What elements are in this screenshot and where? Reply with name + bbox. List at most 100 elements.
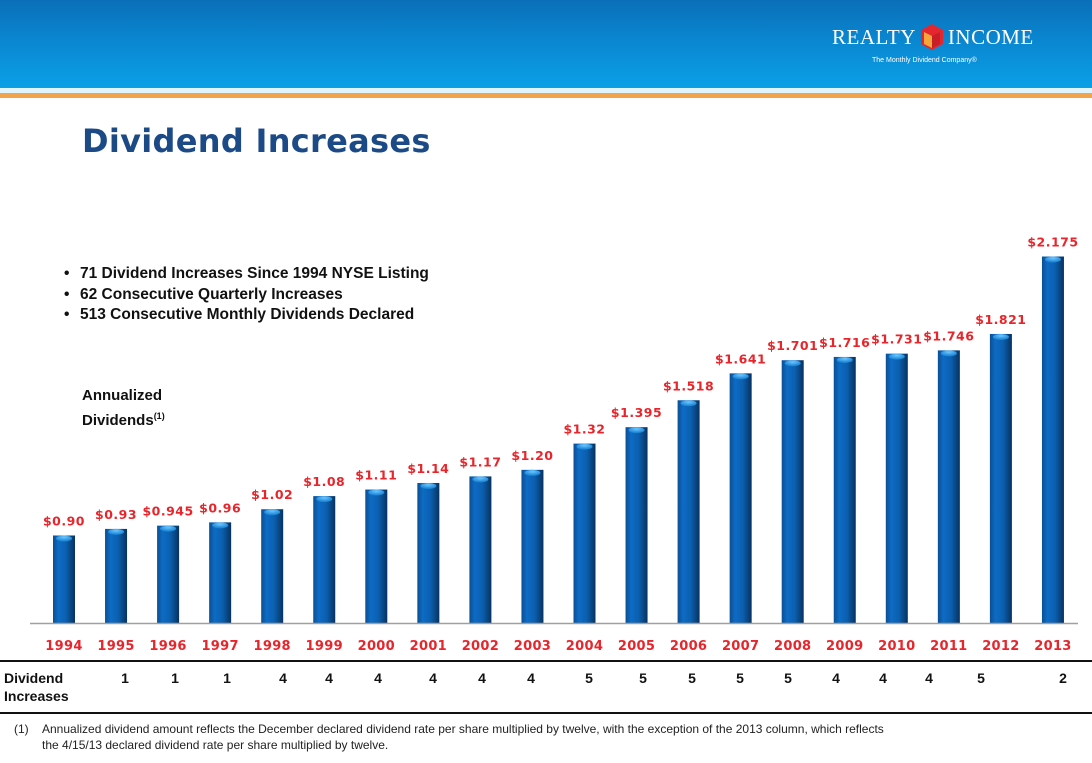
value-label: $1.395 (611, 405, 662, 420)
bar-body (885, 353, 908, 623)
dividend-increases-cell-2009: 4 (832, 670, 840, 686)
bar-highlight (264, 509, 281, 516)
dividend-increases-cell-1995: 1 (121, 670, 129, 686)
bar-body (833, 356, 856, 623)
bar-highlight (420, 482, 437, 489)
dividend-increases-cell-2010: 4 (879, 670, 887, 686)
dividend-increases-cell-2013: 2 (1059, 670, 1067, 686)
header-band (0, 0, 1092, 88)
x-tick-label: 2000 (358, 639, 395, 654)
value-label: $1.11 (355, 468, 397, 483)
bar-highlight (940, 350, 957, 357)
bar-1998 (261, 509, 284, 623)
company-logo: REALTY INCOME (832, 22, 1034, 52)
bar-2012 (989, 333, 1012, 623)
bar-2006 (677, 400, 700, 623)
bar-highlight (992, 333, 1009, 340)
bar-2000 (365, 489, 388, 623)
y-axis-label-line2: Dividends (82, 412, 154, 429)
value-label: $0.93 (95, 507, 137, 522)
value-label: $0.90 (43, 513, 85, 528)
bar-body (417, 482, 440, 623)
bar-highlight (1044, 256, 1061, 263)
dividend-increases-cell-2008: 5 (784, 670, 792, 686)
dividend-increases-cell-2001: 4 (429, 670, 437, 686)
bar-body (1041, 256, 1064, 623)
dividend-increases-row-header: Dividend Increases (4, 669, 69, 705)
dividend-increases-cell-1998: 4 (279, 670, 287, 686)
bar-body (469, 476, 492, 623)
dividend-increases-cell-2012: 5 (977, 670, 985, 686)
header-divider (0, 88, 1092, 93)
x-tick-label: 2005 (618, 639, 655, 654)
bar-body (209, 522, 232, 623)
footnote-line2: the 4/15/13 declared dividend rate per s… (42, 738, 389, 752)
dividend-increases-cell-2006: 5 (688, 670, 696, 686)
bar-2013 (1041, 256, 1064, 623)
dividend-increases-cell-2000: 4 (374, 670, 382, 686)
bar-2011 (937, 350, 960, 623)
x-tick-label: 2010 (878, 639, 915, 654)
bar-body (989, 333, 1012, 623)
bar-highlight (576, 443, 593, 450)
x-tick-label: 1998 (254, 639, 291, 654)
x-tick-label: 2012 (982, 639, 1019, 654)
bar-2009 (833, 356, 856, 623)
value-label: $1.701 (767, 338, 818, 353)
dividend-increases-cell-2003: 4 (527, 670, 535, 686)
bar-2003 (521, 469, 544, 623)
bar-body (573, 443, 596, 623)
x-tick-label: 2008 (774, 639, 811, 654)
bar-body (781, 360, 804, 623)
dividend-increases-cell-1996: 1 (171, 670, 179, 686)
header-orange-stripe (0, 93, 1092, 98)
logo-text-right: INCOME (947, 24, 1034, 49)
value-label: $1.20 (511, 448, 553, 463)
bar-body (105, 528, 128, 623)
value-label: $1.17 (459, 454, 501, 469)
x-tick-label: 1994 (45, 639, 82, 654)
dividend-increases-cell-2004: 5 (585, 670, 593, 686)
bar-2007 (729, 373, 752, 623)
highlight-item: • 71 Dividend Increases Since 1994 NYSE L… (64, 265, 429, 282)
x-tick-label: 2004 (566, 639, 603, 654)
bar-body (313, 496, 336, 623)
value-label: $1.08 (303, 474, 345, 489)
value-label: $0.945 (142, 504, 193, 519)
highlights-list: • 71 Dividend Increases Since 1994 NYSE L… (64, 264, 429, 326)
value-label: $1.02 (251, 487, 293, 502)
value-label: $0.96 (199, 500, 241, 515)
bar-highlight (108, 528, 125, 535)
x-tick-label: 2007 (722, 639, 759, 654)
bar-highlight (472, 476, 489, 483)
bar-highlight (212, 522, 229, 529)
bar-2008 (781, 360, 804, 623)
value-label: $1.32 (563, 422, 605, 437)
value-label: $2.175 (1027, 235, 1078, 250)
logo-cube-icon (920, 24, 943, 50)
bar-body (625, 427, 648, 623)
bar-body (261, 509, 284, 623)
dividend-increases-cell-1997: 1 (223, 670, 231, 686)
footnote: (1) Annualized dividend amount reflects t… (14, 721, 1074, 753)
x-tick-label: 2006 (670, 639, 707, 654)
highlight-text: 62 Consecutive Quarterly Increases (80, 285, 343, 303)
bar-highlight (888, 353, 905, 360)
value-label: $1.716 (819, 335, 870, 350)
x-tick-label: 1999 (306, 639, 343, 654)
x-tick-label: 2009 (826, 639, 863, 654)
x-tick-label: 1997 (201, 639, 238, 654)
page-title: Dividend Increases (82, 122, 431, 160)
bar-body (53, 535, 75, 623)
x-tick-label: 2001 (410, 639, 447, 654)
dividend-increases-cell-2007: 5 (736, 670, 744, 686)
highlight-text: 71 Dividend Increases Since 1994 NYSE Li… (80, 265, 429, 282)
bar-2002 (469, 476, 492, 623)
bar-2004 (573, 443, 596, 623)
logo-text-left: REALTY (832, 24, 916, 49)
table-top-rule (0, 660, 1092, 662)
value-label: $1.821 (975, 312, 1026, 327)
bar-1997 (209, 522, 232, 623)
bar-body (157, 525, 180, 623)
y-axis-label-line1: Annualized (82, 387, 163, 404)
